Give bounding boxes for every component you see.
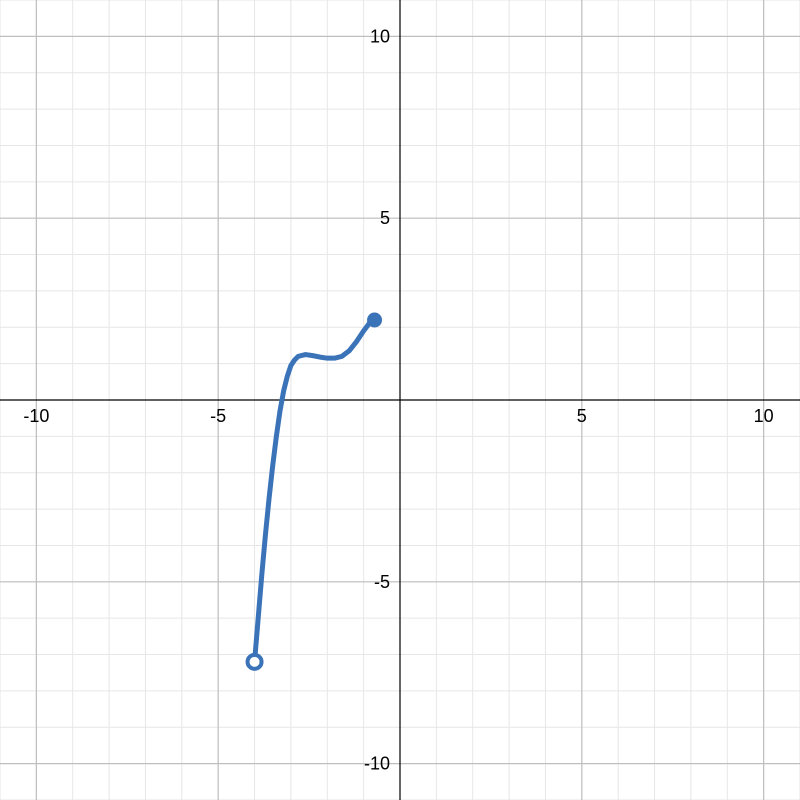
coordinate-plane: -10 -5 5 10 10 5 -5 -10 [0, 0, 800, 800]
function-curve [248, 313, 382, 669]
open-endpoint [248, 655, 262, 669]
y-tick-label: 10 [370, 26, 390, 46]
y-tick-label: 5 [380, 208, 390, 228]
axes [0, 0, 800, 800]
x-tick-label: -5 [210, 406, 226, 426]
closed-endpoint [368, 313, 382, 327]
curve-path [255, 320, 375, 662]
x-tick-label: -10 [23, 406, 49, 426]
x-tick-label: 10 [754, 406, 774, 426]
y-tick-label: -5 [374, 572, 390, 592]
y-tick-label: -10 [364, 754, 390, 774]
x-tick-label: 5 [577, 406, 587, 426]
